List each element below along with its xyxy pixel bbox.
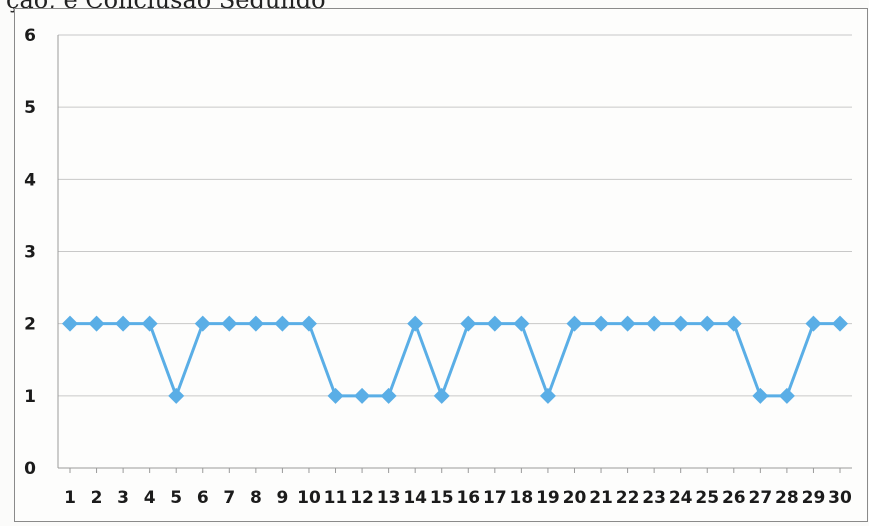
x-tick-label: 22 <box>616 488 640 508</box>
data-point <box>672 315 689 332</box>
x-tick-label: 9 <box>276 488 288 508</box>
data-point <box>832 315 848 332</box>
data-point <box>221 315 238 332</box>
x-tick-label: 28 <box>775 488 799 508</box>
data-point <box>168 387 185 404</box>
x-tick-label: 8 <box>250 488 262 508</box>
data-point <box>646 315 663 332</box>
data-point <box>407 315 424 332</box>
data-point <box>805 315 822 332</box>
y-tick-label: 2 <box>24 315 36 335</box>
x-tick-label: 15 <box>430 488 454 508</box>
x-tick-label: 20 <box>563 488 587 508</box>
data-point <box>354 387 371 404</box>
data-point <box>460 315 477 332</box>
y-tick-label: 4 <box>24 170 36 190</box>
data-point <box>619 315 636 332</box>
x-tick-label: 4 <box>144 488 156 508</box>
data-point <box>194 315 211 332</box>
y-tick-label: 1 <box>24 387 36 407</box>
data-point <box>300 315 317 332</box>
data-point <box>380 387 397 404</box>
x-tick-label: 13 <box>377 488 401 508</box>
x-tick-label: 12 <box>350 488 374 508</box>
x-tick-label: 14 <box>403 488 427 508</box>
data-point <box>327 387 344 404</box>
data-point <box>725 315 742 332</box>
series-layer <box>62 315 848 404</box>
data-point <box>778 387 795 404</box>
data-point <box>62 315 78 332</box>
x-tick-label: 10 <box>297 488 321 508</box>
x-tick-label: 16 <box>456 488 480 508</box>
chart-frame <box>14 8 868 522</box>
x-tick-label: 3 <box>117 488 129 508</box>
series-line <box>70 322 840 398</box>
x-tick-label: 11 <box>324 488 348 508</box>
y-tick-label: 5 <box>24 98 36 118</box>
data-point <box>433 387 450 404</box>
x-tick-label: 18 <box>510 488 534 508</box>
y-tick-label: 3 <box>24 243 36 263</box>
x-tick-label: 7 <box>223 488 235 508</box>
x-tick-label: 2 <box>91 488 103 508</box>
data-point <box>274 315 291 332</box>
data-point <box>699 315 716 332</box>
x-tick-label: 25 <box>695 488 719 508</box>
data-point <box>593 315 610 332</box>
data-point <box>539 387 556 404</box>
x-tick-label: 1 <box>64 488 76 508</box>
x-tick-label: 26 <box>722 488 746 508</box>
data-point <box>115 315 132 332</box>
data-point <box>513 315 530 332</box>
data-point <box>486 315 503 332</box>
data-point <box>566 315 583 332</box>
gridlines <box>58 34 852 397</box>
y-tick-label: 6 <box>24 26 36 46</box>
data-point <box>752 387 769 404</box>
x-tick-label: 23 <box>642 488 666 508</box>
data-point <box>88 315 105 332</box>
x-tick-label: 24 <box>669 488 693 508</box>
x-tick-label: 29 <box>802 488 826 508</box>
y-tick-label: 0 <box>24 459 36 479</box>
x-tick-label: 19 <box>536 488 560 508</box>
x-tick-label: 17 <box>483 488 507 508</box>
axes <box>57 35 852 473</box>
data-point <box>247 315 264 332</box>
x-tick-label: 27 <box>749 488 773 508</box>
x-tick-label: 30 <box>828 488 852 508</box>
x-tick-label: 5 <box>170 488 182 508</box>
data-point <box>141 315 158 332</box>
x-tick-label: 21 <box>589 488 613 508</box>
x-tick-label: 6 <box>197 488 209 508</box>
